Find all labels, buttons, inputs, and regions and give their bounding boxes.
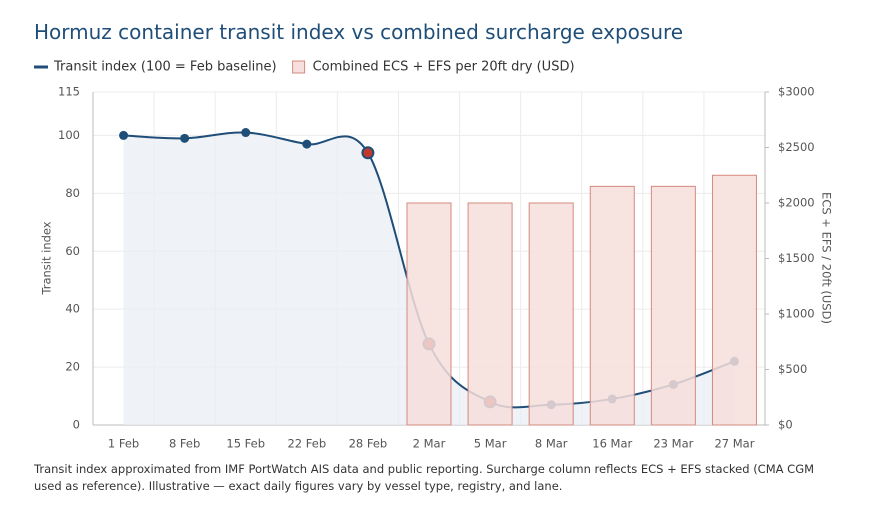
point — [361, 146, 375, 160]
chart: Transit index ECS + EFS / 20ft (USD) 0 20… — [34, 60, 834, 451]
x-tick-label: 22 Feb — [287, 437, 326, 451]
y2-tick-label: $2000 — [778, 196, 815, 210]
legend-label: Combined ECS + EFS per 20ft dry (USD) — [313, 60, 575, 75]
x-tick-label: 2 Mar — [413, 437, 446, 451]
y2-tick-label: $1500 — [778, 251, 815, 265]
bar — [406, 202, 452, 426]
y-tick-label: 80 — [65, 186, 80, 200]
bar — [711, 174, 757, 426]
y-axis-label: Transit index — [40, 221, 54, 295]
y2-tick-label: $3000 — [778, 85, 815, 99]
x-tick-label: 8 Mar — [535, 437, 568, 451]
y-tick-label: 0 — [73, 418, 80, 432]
bar — [589, 185, 635, 426]
legend-label: Transit index (100 = Feb baseline) — [53, 60, 277, 75]
y-tick-label: 100 — [58, 128, 80, 142]
y2-tick-label: $500 — [778, 362, 807, 376]
x-tick-label: 28 Feb — [349, 437, 388, 451]
x-tick-label: 27 Mar — [714, 437, 754, 451]
x-tick-label: 23 Mar — [653, 437, 693, 451]
y-tick-label: 60 — [65, 244, 80, 258]
y-tick-label: 115 — [58, 85, 80, 99]
x-tick-label: 8 Feb — [169, 437, 200, 451]
y-tick-label: 20 — [65, 360, 80, 374]
x-tick-label: 15 Feb — [226, 437, 265, 451]
line-area — [123, 132, 735, 425]
y2-tick-label: $1000 — [778, 307, 815, 321]
x-tick-label: 1 Feb — [108, 437, 139, 451]
point — [241, 128, 251, 138]
y2-axis-label: ECS + EFS / 20ft (USD) — [820, 192, 834, 324]
y2-tick-label: $2500 — [778, 140, 815, 154]
chart-title: Hormuz container transit index vs combin… — [34, 20, 684, 44]
x-tick-label: 5 Mar — [474, 437, 507, 451]
x-tick-label: 16 Mar — [592, 437, 632, 451]
point — [119, 130, 129, 140]
point — [180, 133, 190, 143]
legend-swatch — [292, 60, 306, 74]
bar — [467, 202, 513, 426]
bar — [528, 202, 574, 426]
y-tick-label: 40 — [65, 302, 80, 316]
point — [302, 139, 312, 149]
bar — [650, 185, 696, 426]
y2-tick-label: $0 — [778, 418, 793, 432]
footnote: Transit index approximated from IMF Port… — [34, 462, 815, 493]
